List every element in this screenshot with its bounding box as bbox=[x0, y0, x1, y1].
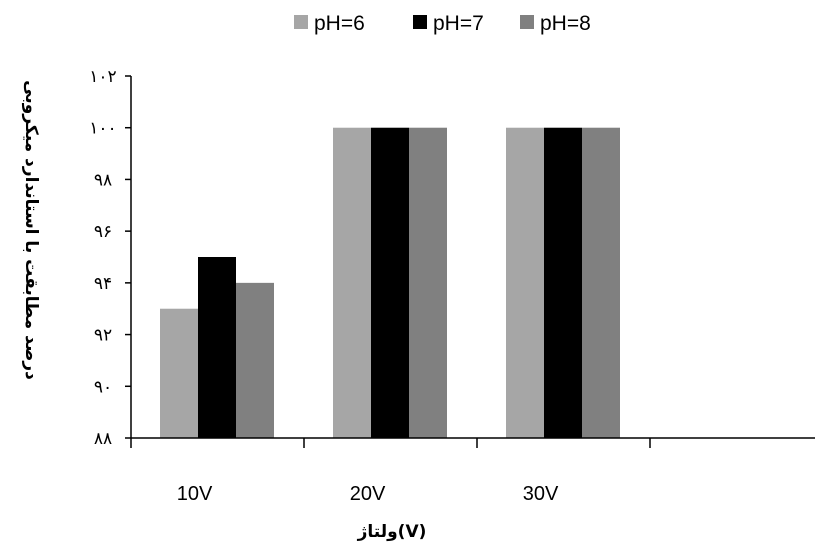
x-axis-title: ولتاژ(V) bbox=[357, 522, 427, 542]
legend-swatch bbox=[413, 15, 427, 29]
bar-30V-series2 bbox=[544, 127, 582, 438]
bar-10V-series3 bbox=[236, 282, 274, 438]
bar-30V-series3 bbox=[582, 127, 620, 438]
x-tick-label: 20V bbox=[350, 483, 386, 505]
bar-10V-series2 bbox=[198, 257, 236, 438]
y-axis-title: درصد مطابقت با استاندارد میکروبی bbox=[21, 80, 41, 380]
legend-swatch bbox=[520, 15, 534, 29]
plot-area: ۸۸ ۹۰ ۹۲ ۹۴ ۹۶ ۹۸ ۱۰۰ ۱۰۲ 10V 20V 30V bbox=[89, 67, 815, 505]
y-tick-label: ۹۰ bbox=[94, 377, 112, 397]
bar-20V-series2 bbox=[371, 127, 409, 438]
chart-legend: pH=6 pH=7 pH=8 bbox=[294, 12, 591, 35]
legend-item: pH=6 bbox=[294, 12, 365, 35]
y-tick-label: ۱۰۲ bbox=[89, 67, 116, 87]
legend-item: pH=8 bbox=[520, 12, 591, 35]
y-tick-label: ۹۲ bbox=[94, 326, 112, 346]
y-tick-label: ۹۶ bbox=[94, 222, 112, 242]
legend-item: pH=7 bbox=[413, 12, 484, 35]
y-tick-label: ۹۴ bbox=[94, 274, 112, 294]
bar-30V-series1 bbox=[506, 127, 544, 438]
x-tick-label: 30V bbox=[523, 483, 559, 505]
x-tick-label: 10V bbox=[177, 483, 213, 505]
legend-label: pH=6 bbox=[314, 12, 365, 35]
legend-label: pH=7 bbox=[433, 12, 484, 35]
legend-label: pH=8 bbox=[540, 12, 591, 35]
bar-20V-series1 bbox=[333, 127, 371, 438]
bar-20V-series3 bbox=[409, 127, 447, 438]
y-tick-label: ۱۰۰ bbox=[89, 119, 116, 139]
y-tick-label: ۸۸ bbox=[94, 429, 112, 449]
y-tick-label: ۹۸ bbox=[94, 170, 112, 190]
bar-10V-series1 bbox=[160, 308, 198, 438]
legend-swatch bbox=[294, 15, 308, 29]
